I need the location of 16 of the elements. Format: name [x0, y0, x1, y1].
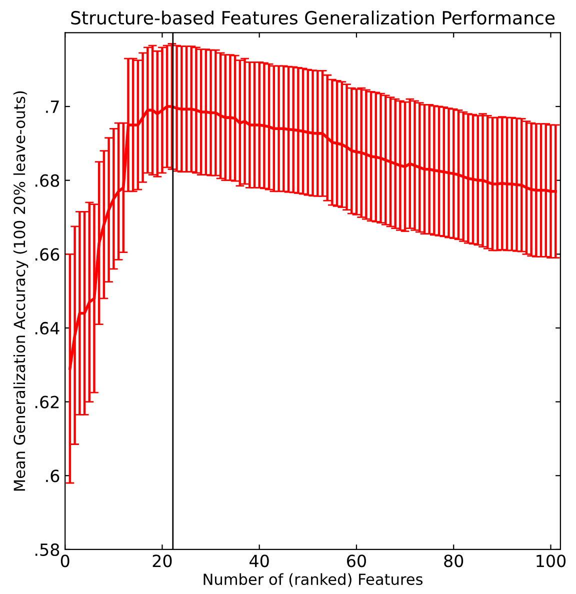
- y-tick-label: .64: [36, 322, 60, 335]
- y-tick-label: .58: [36, 543, 60, 556]
- x-axis-title: Number of (ranked) Features: [204, 573, 423, 587]
- x-tick-label: 100: [536, 554, 566, 568]
- x-tick-label: 80: [444, 554, 464, 568]
- y-tick-label: .68: [36, 174, 60, 187]
- y-tick-label: .7: [46, 100, 59, 113]
- y-tick-label: .6: [46, 470, 60, 482]
- y-tick-label: .66: [36, 248, 60, 261]
- x-tick-label: 0: [60, 554, 70, 568]
- x-tick-label: 20: [152, 554, 172, 568]
- chart-title: Structure-based Features Generalization Performance: [71, 10, 555, 25]
- x-tick-label: 60: [347, 554, 366, 568]
- x-tick-label: 40: [250, 554, 269, 568]
- y-tick-label: .62: [36, 396, 59, 408]
- y-axis-title: Mean Generalization Accuracy (100 20% leave-outs): [13, 91, 28, 491]
